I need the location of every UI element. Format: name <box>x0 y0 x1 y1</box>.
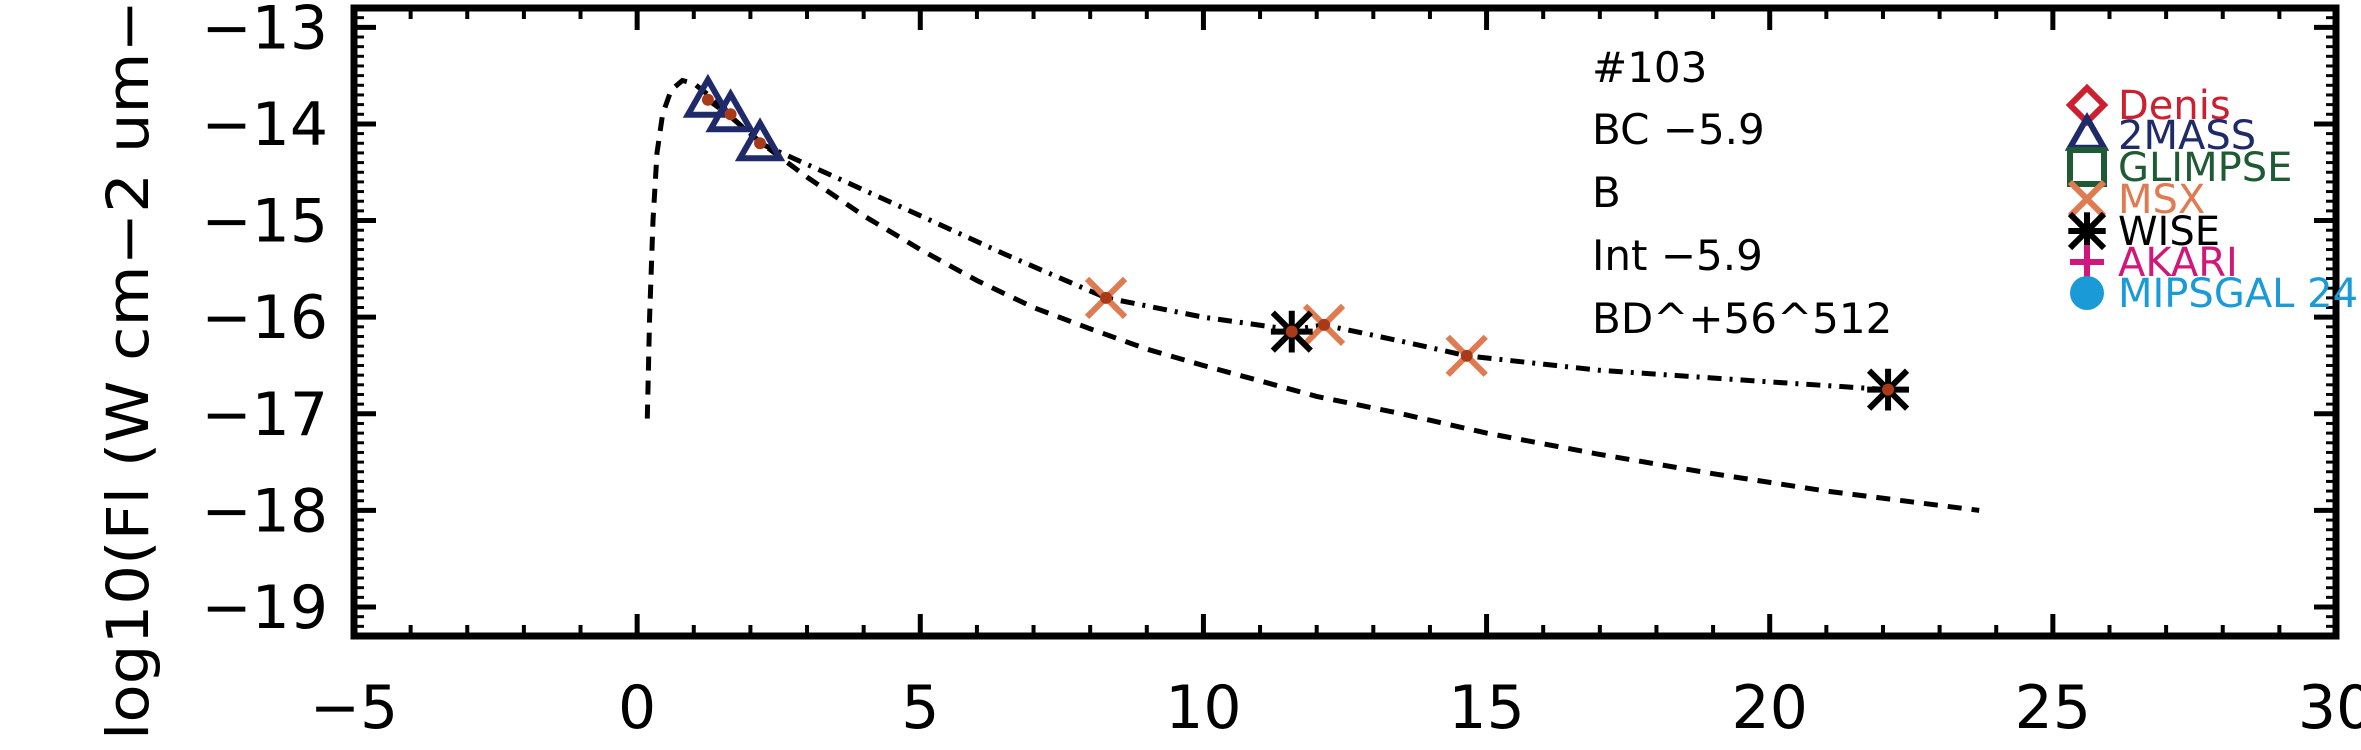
triangle-data-point <box>734 117 786 162</box>
y-tick-label: −19 <box>201 573 328 643</box>
y-tick-label: −14 <box>201 90 328 160</box>
y-tick-label: −18 <box>201 476 328 546</box>
dot-shape <box>1285 325 1298 338</box>
x-tick-label: 10 <box>1165 673 1241 743</box>
plot-frame <box>350 4 2340 640</box>
annotation-text: BD^+56^512 <box>1592 294 1892 343</box>
dot-shape <box>1882 383 1895 396</box>
triangle-shape <box>2064 111 2110 151</box>
triangle-shape <box>705 88 756 133</box>
dot-shape <box>1318 318 1331 331</box>
photosphere-model-line <box>644 77 1980 513</box>
dot-data-point <box>724 108 737 121</box>
x-tick-label: 30 <box>2298 673 2361 743</box>
legend-label: WISE <box>2118 209 2220 255</box>
x-tick-label: 5 <box>901 673 939 743</box>
x-tick-label: 15 <box>1448 673 1524 743</box>
legend-item: MIPSGAL 24 <box>2070 271 2358 317</box>
x-stroke <box>2067 179 2107 219</box>
legend-label: MIPSGAL 24 <box>2118 271 2358 317</box>
legend-item: Denis <box>2065 83 2231 129</box>
triangle-shape <box>682 73 734 118</box>
plot-border <box>350 4 2340 640</box>
dot-shape <box>724 108 737 121</box>
y-tick-labels: −13 −14 −15 −16 −17 −18 −19 <box>201 0 328 643</box>
x-tick-label: 25 <box>2015 673 2091 743</box>
axis-ticks <box>351 8 2339 638</box>
dot-data-point <box>701 93 714 106</box>
annotation-text: #103 <box>1592 43 1707 92</box>
x-tick-label: 20 <box>1732 673 1808 743</box>
y-tick-label: −15 <box>201 187 328 257</box>
annotation-text: B <box>1592 168 1621 217</box>
dot-shape <box>1460 349 1473 362</box>
y-axis-label: log10(Fl (W cm−2 um− <box>94 0 162 740</box>
legend-asterisk-icon <box>2067 211 2107 251</box>
star-annotations: #103 BC −5.9 B Int −5.9 BD^+56^512 <box>1592 43 1892 343</box>
y-tick-label: −17 <box>201 380 328 450</box>
x-tick-label: 0 <box>618 673 656 743</box>
legend-item: WISE <box>2067 209 2220 255</box>
legend-label: GLIMPSE <box>2118 145 2292 191</box>
legend-label: Denis <box>2118 83 2231 129</box>
x-tick-label: −5 <box>310 673 398 743</box>
dot-data-point <box>1318 318 1331 331</box>
dot-data-point <box>1882 383 1895 396</box>
dot-data-point <box>1460 349 1473 362</box>
fit-line <box>706 97 1889 393</box>
legend-circle-icon <box>2070 276 2104 310</box>
legend-label: 2MASS <box>2118 113 2256 159</box>
data-markers <box>682 73 1910 411</box>
legend-item: AKARI <box>2070 240 2238 286</box>
legend-triangle-icon <box>2064 111 2110 151</box>
legend-square-icon <box>2067 147 2107 187</box>
model-lines <box>644 77 1980 513</box>
x-tick-labels: −5 0 5 10 15 20 25 30 <box>310 673 2361 743</box>
dot-shape <box>701 93 714 106</box>
triangle-data-point <box>682 73 734 118</box>
legend-label: AKARI <box>2118 240 2238 286</box>
square-shape <box>2067 147 2107 187</box>
dot-data-point <box>1100 291 1113 304</box>
legend-label: MSX <box>2118 177 2205 223</box>
triangle-shape <box>734 117 786 162</box>
circle-shape <box>2070 276 2104 310</box>
triangle-data-point <box>705 88 756 133</box>
legend-plus-icon <box>2070 245 2104 279</box>
y-tick-label: −16 <box>201 283 328 353</box>
y-tick-label: −13 <box>201 0 328 63</box>
dot-data-point <box>1285 325 1298 338</box>
legend-item: GLIMPSE <box>2067 145 2292 191</box>
dot-shape <box>1100 291 1113 304</box>
legend-x-icon <box>2067 179 2107 219</box>
legend-item: MSX <box>2067 177 2205 223</box>
dot-shape <box>754 137 767 150</box>
dot-data-point <box>754 137 767 150</box>
annotation-text: Int −5.9 <box>1592 231 1763 280</box>
annotation-text: BC −5.9 <box>1592 105 1765 154</box>
